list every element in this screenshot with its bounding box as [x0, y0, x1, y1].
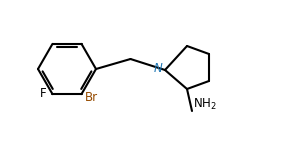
Text: N: N [153, 62, 162, 75]
Text: NH$_2$: NH$_2$ [193, 97, 217, 112]
Text: Br: Br [84, 91, 98, 104]
Text: F: F [40, 87, 47, 100]
